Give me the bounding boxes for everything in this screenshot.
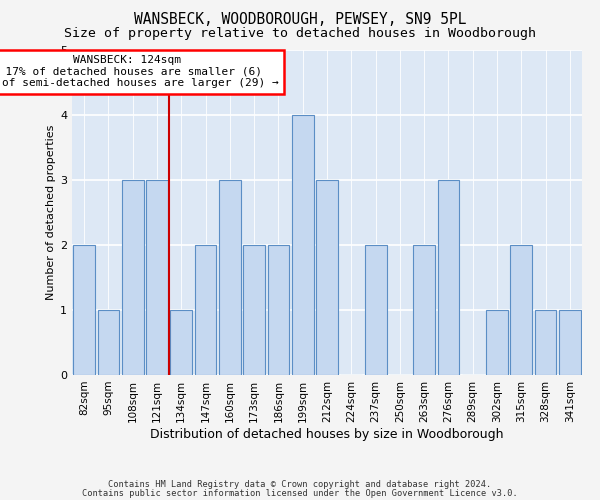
Bar [486,310,508,375]
Text: WANSBECK: 124sqm
← 17% of detached houses are smaller (6)
83% of semi-detached h: WANSBECK: 124sqm ← 17% of detached house… [0,55,278,88]
Bar [194,245,217,375]
Text: Contains HM Land Registry data © Crown copyright and database right 2024.: Contains HM Land Registry data © Crown c… [109,480,491,489]
Bar [316,180,338,375]
Bar [73,245,95,375]
Text: WANSBECK, WOODBOROUGH, PEWSEY, SN9 5PL: WANSBECK, WOODBOROUGH, PEWSEY, SN9 5PL [134,12,466,28]
Text: Contains public sector information licensed under the Open Government Licence v3: Contains public sector information licen… [82,488,518,498]
Bar [535,310,556,375]
Bar [365,245,386,375]
Bar [97,310,119,375]
Bar [413,245,435,375]
Y-axis label: Number of detached properties: Number of detached properties [46,125,56,300]
Bar [146,180,168,375]
Bar [511,245,532,375]
X-axis label: Distribution of detached houses by size in Woodborough: Distribution of detached houses by size … [150,428,504,440]
Bar [268,245,289,375]
Bar [219,180,241,375]
Bar [170,310,192,375]
Bar [437,180,460,375]
Text: Size of property relative to detached houses in Woodborough: Size of property relative to detached ho… [64,28,536,40]
Bar [559,310,581,375]
Bar [292,115,314,375]
Bar [122,180,143,375]
Bar [243,245,265,375]
